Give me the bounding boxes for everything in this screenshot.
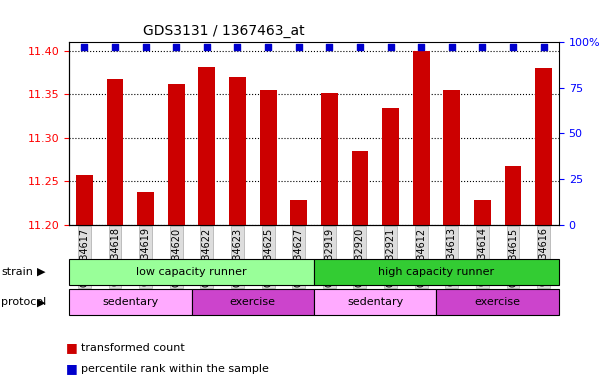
Text: ■: ■ (66, 341, 78, 354)
Point (294, 44, 304, 50)
Bar (260, 90, 276, 225)
Text: percentile rank within the sample: percentile rank within the sample (81, 364, 269, 374)
Bar (436, 290, 559, 315)
Bar (69, 259, 314, 285)
Bar (321, 93, 338, 225)
Point (508, 44, 518, 50)
Bar (106, 79, 123, 225)
Bar (474, 200, 491, 225)
Point (171, 44, 181, 50)
Text: ▶: ▶ (37, 266, 46, 277)
Point (416, 44, 426, 50)
Bar (198, 66, 215, 225)
Text: transformed count: transformed count (81, 343, 185, 353)
Point (539, 44, 549, 50)
Point (478, 44, 487, 50)
Point (447, 44, 457, 50)
Text: low capacity runner: low capacity runner (136, 266, 247, 277)
Point (355, 44, 365, 50)
Bar (314, 290, 436, 315)
Bar (137, 192, 154, 225)
Text: ■: ■ (66, 362, 78, 375)
Text: protocol: protocol (1, 297, 46, 308)
Point (263, 44, 273, 50)
Point (79, 44, 89, 50)
Bar (314, 259, 559, 285)
Text: sedentary: sedentary (347, 297, 403, 308)
Text: GDS3131 / 1367463_at: GDS3131 / 1367463_at (142, 25, 304, 38)
Text: strain: strain (1, 266, 33, 277)
Text: ▶: ▶ (37, 297, 46, 308)
Point (202, 44, 212, 50)
Bar (413, 51, 430, 225)
Bar (505, 166, 522, 225)
Bar (76, 175, 93, 225)
Bar (229, 77, 246, 225)
Bar (290, 200, 307, 225)
Bar (69, 290, 192, 315)
Point (110, 44, 120, 50)
Text: exercise: exercise (475, 297, 520, 308)
Bar (192, 290, 314, 315)
Point (233, 44, 242, 50)
Point (386, 44, 395, 50)
Bar (535, 68, 552, 225)
Bar (444, 90, 460, 225)
Bar (352, 151, 368, 225)
Text: exercise: exercise (230, 297, 276, 308)
Point (325, 44, 334, 50)
Bar (168, 84, 185, 225)
Text: sedentary: sedentary (102, 297, 159, 308)
Text: high capacity runner: high capacity runner (379, 266, 495, 277)
Bar (382, 108, 399, 225)
Point (141, 44, 150, 50)
